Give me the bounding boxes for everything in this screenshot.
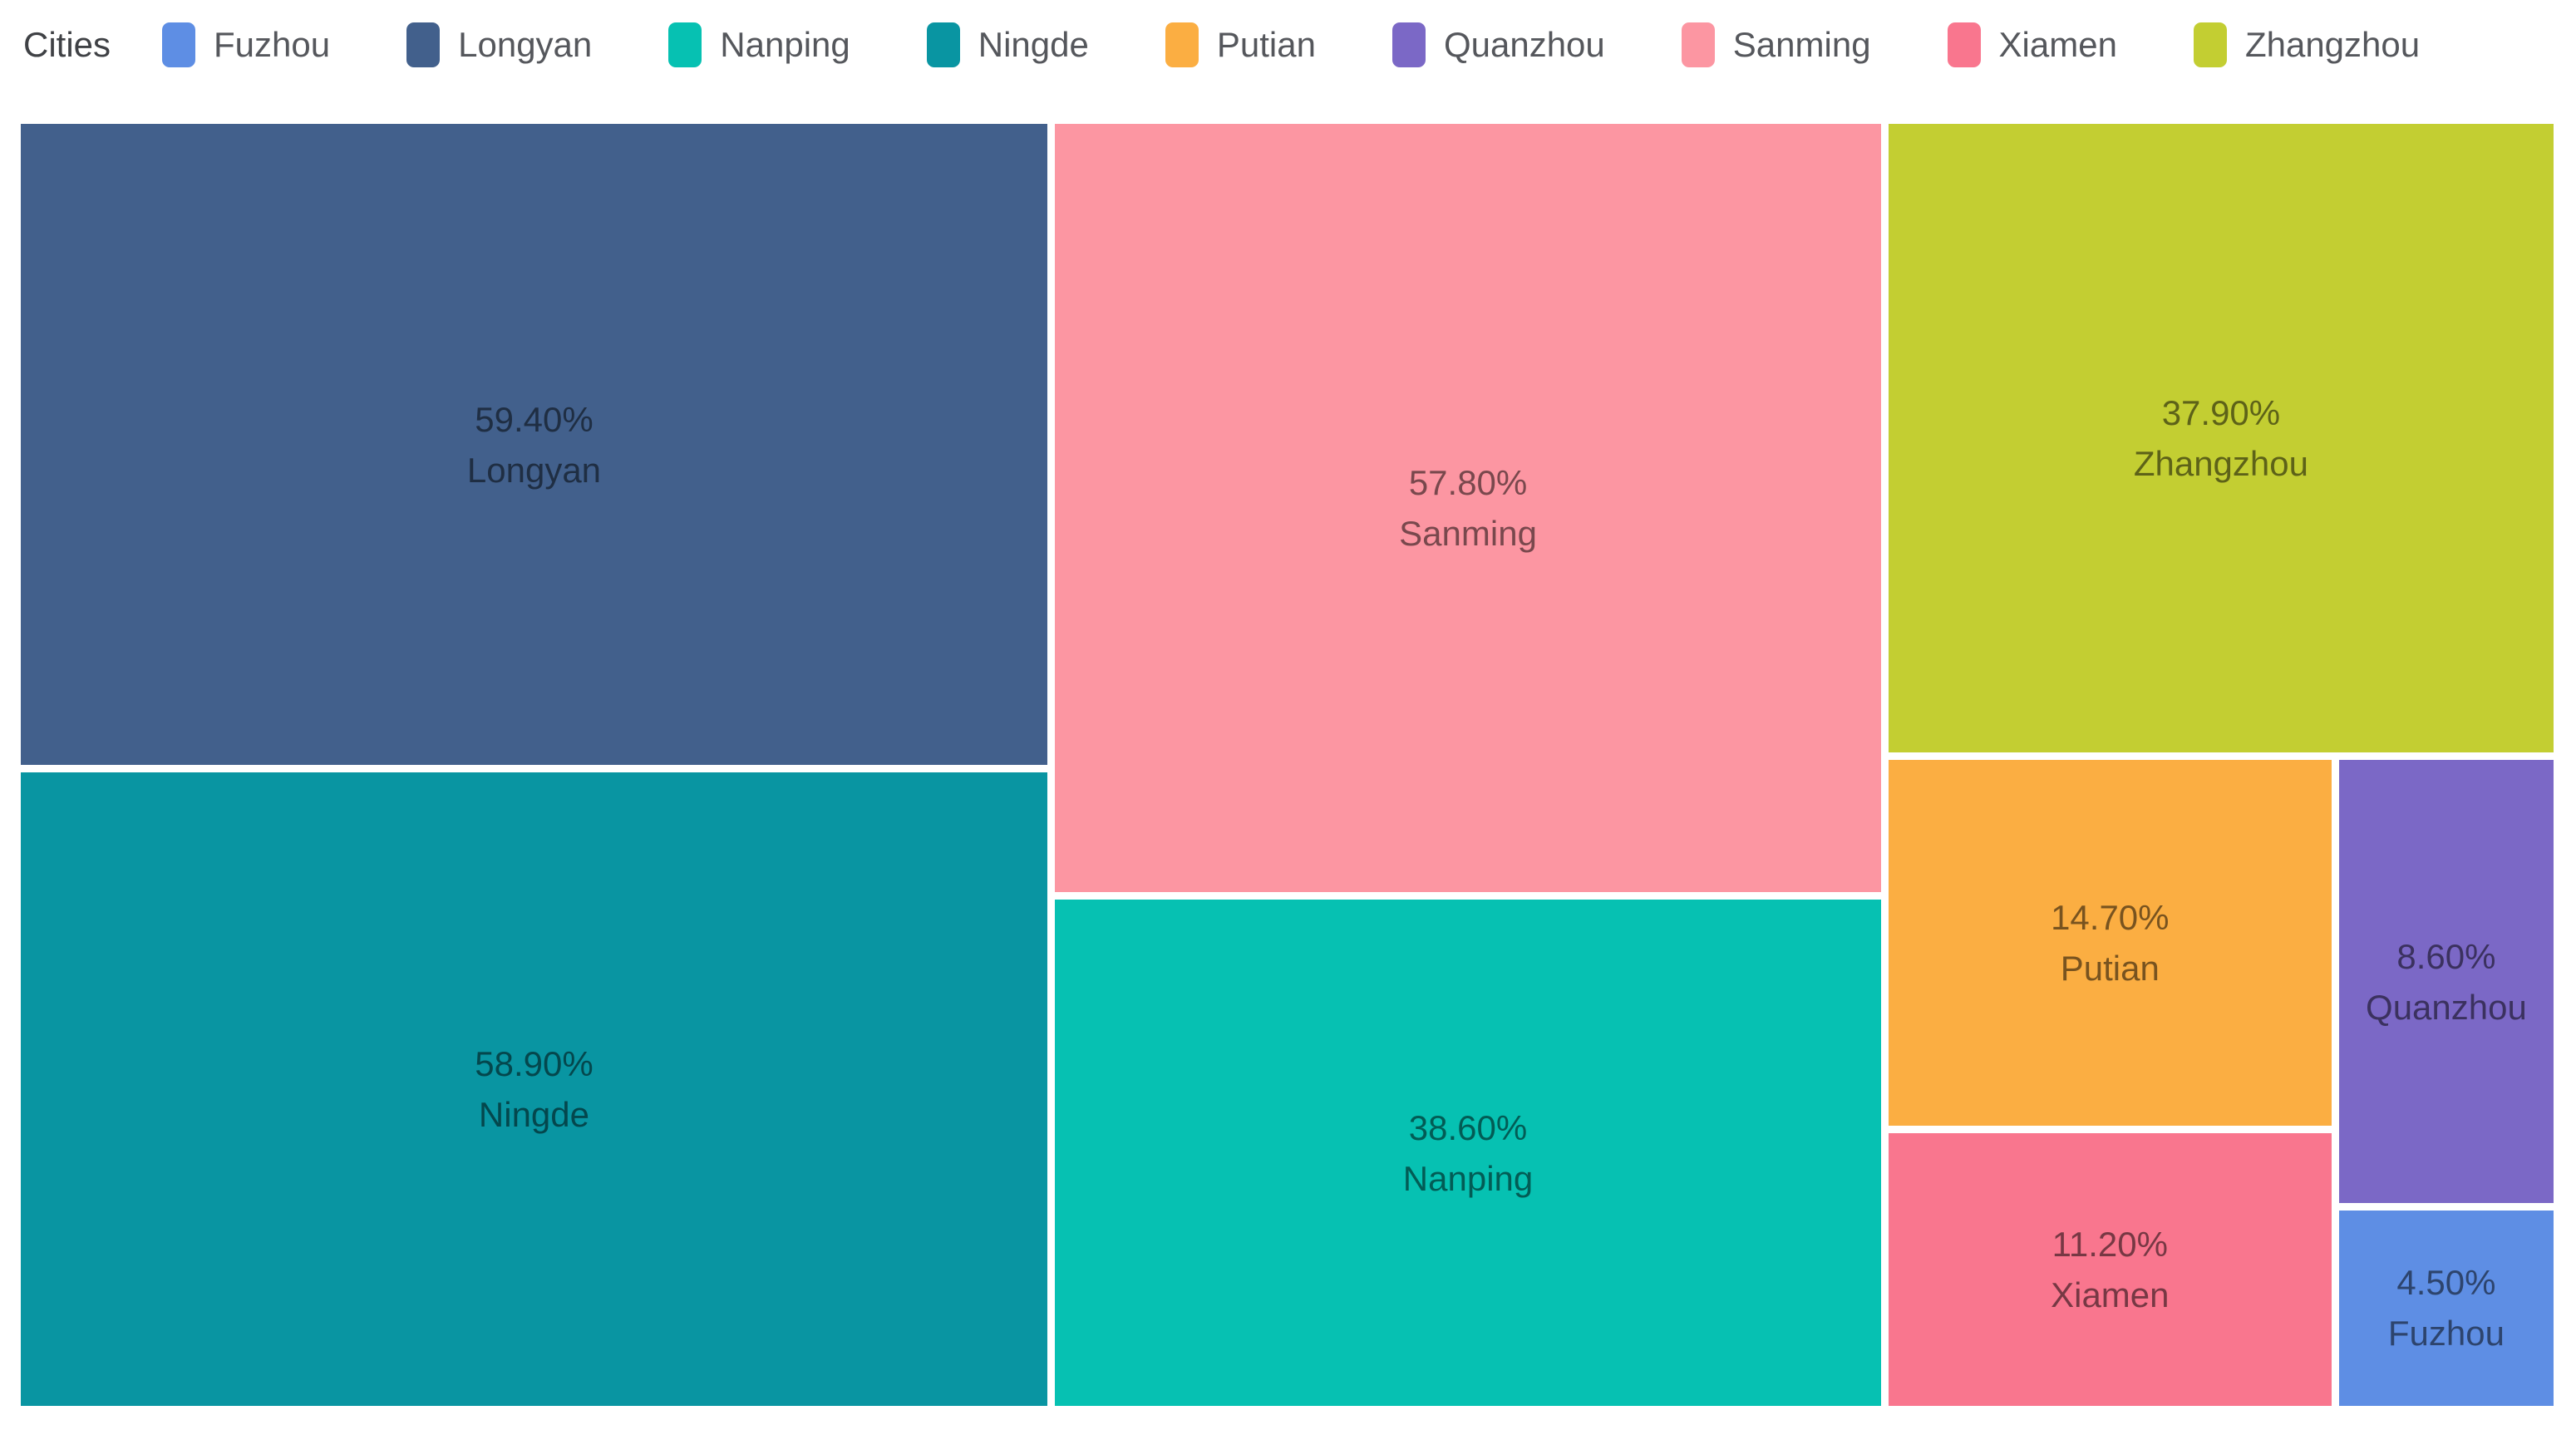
legend-item-fuzhou[interactable]: Fuzhou: [162, 22, 330, 67]
treemap-cell-longyan[interactable]: 59.40% Longyan: [21, 124, 1047, 765]
treemap-cell-value: 57.80%: [1408, 462, 1528, 502]
legend-swatch: [162, 22, 196, 67]
treemap-cell-label: 4.50% Fuzhou: [2388, 1257, 2505, 1358]
legend-item-label: Xiamen: [1998, 25, 2117, 64]
treemap-cell-fuzhou[interactable]: 4.50% Fuzhou: [2338, 1210, 2554, 1406]
treemap-cell-value: 4.50%: [2396, 1263, 2496, 1303]
treemap-cell-name: Quanzhou: [2366, 987, 2527, 1027]
treemap-cell-name: Nanping: [1402, 1158, 1534, 1198]
treemap-cell-name: Putian: [2060, 948, 2160, 988]
legend-item-putian[interactable]: Putian: [1165, 22, 1316, 67]
legend-swatch: [1947, 22, 1981, 67]
legend-item-longyan[interactable]: Longyan: [406, 22, 592, 67]
treemap-cell-label: 59.40% Longyan: [467, 394, 601, 496]
treemap-cell-sanming[interactable]: 57.80% Sanming: [1055, 124, 1881, 892]
treemap-cell-name: Zhangzhou: [2133, 444, 2308, 484]
treemap-cell-label: 11.20% Xiamen: [2051, 1219, 2169, 1320]
legend-item-label: Sanming: [1732, 25, 1871, 64]
treemap-cell-value: 8.60%: [2396, 936, 2496, 976]
treemap-cell-value: 59.40%: [475, 399, 594, 439]
treemap-chart: 59.40% Longyan 58.90% Ningde 57.80% Sanming 38…: [21, 124, 2554, 1406]
treemap-cell-label: 8.60% Quanzhou: [2366, 931, 2527, 1033]
legend-item-quanzhou[interactable]: Quanzhou: [1391, 22, 1605, 67]
treemap-cell-name: Fuzhou: [2387, 1314, 2505, 1354]
legend-item-label: Putian: [1216, 25, 1316, 64]
treemap-cell-label: 14.70% Putian: [2051, 892, 2169, 994]
legend-item-label: Fuzhou: [214, 25, 331, 64]
treemap-cell-name: Sanming: [1399, 513, 1537, 553]
treemap-cell-name: Xiamen: [2051, 1275, 2170, 1314]
legend-item-sanming[interactable]: Sanming: [1681, 22, 1871, 67]
legend-item-label: Quanzhou: [1443, 25, 1605, 64]
treemap-cell-zhangzhou[interactable]: 37.90% Zhangzhou: [1888, 124, 2554, 753]
legend-item-label: Nanping: [720, 25, 850, 64]
legend-item-label: Ningde: [978, 25, 1089, 64]
treemap-cell-value: 11.20%: [2051, 1225, 2168, 1264]
legend-swatch: [2193, 22, 2227, 67]
legend: Cities Fuzhou Longyan Nanping Ningde Putian Q…: [23, 7, 2496, 83]
legend-title: Cities: [23, 25, 111, 64]
treemap-cell-nanping[interactable]: 38.60% Nanping: [1055, 900, 1881, 1406]
legend-items: Fuzhou Longyan Nanping Ningde Putian Quanzhou…: [162, 22, 2496, 67]
legend-item-nanping[interactable]: Nanping: [668, 22, 850, 67]
treemap-cell-label: 37.90% Zhangzhou: [2134, 387, 2308, 489]
legend-swatch: [668, 22, 702, 67]
treemap-cell-name: Longyan: [466, 450, 602, 490]
treemap-cell-label: 58.90% Ningde: [475, 1038, 593, 1140]
legend-swatch: [1681, 22, 1715, 67]
legend-swatch: [406, 22, 441, 67]
treemap-cell-ningde[interactable]: 58.90% Ningde: [21, 772, 1047, 1406]
legend-swatch: [1391, 22, 1426, 67]
treemap-cell-putian[interactable]: 14.70% Putian: [1888, 759, 2332, 1126]
treemap-cell-label: 57.80% Sanming: [1399, 457, 1537, 559]
treemap-cell-value: 38.60%: [1408, 1107, 1528, 1147]
legend-item-label: Longyan: [458, 25, 593, 64]
legend-item-xiamen[interactable]: Xiamen: [1947, 22, 2117, 67]
legend-item-label: Zhangzhou: [2244, 25, 2421, 64]
treemap-cell-name: Ningde: [478, 1094, 590, 1134]
legend-swatch: [926, 22, 960, 67]
treemap-cell-value: 37.90%: [2161, 393, 2281, 433]
treemap-cell-label: 38.60% Nanping: [1403, 1102, 1533, 1204]
legend-swatch: [1165, 22, 1199, 67]
legend-item-zhangzhou[interactable]: Zhangzhou: [2193, 22, 2421, 67]
treemap-cell-xiamen[interactable]: 11.20% Xiamen: [1888, 1133, 2332, 1406]
legend-item-ningde[interactable]: Ningde: [926, 22, 1089, 67]
treemap-cell-value: 14.70%: [2051, 897, 2170, 937]
treemap-cell-value: 58.90%: [475, 1043, 594, 1083]
treemap-cell-quanzhou[interactable]: 8.60% Quanzhou: [2338, 759, 2554, 1204]
